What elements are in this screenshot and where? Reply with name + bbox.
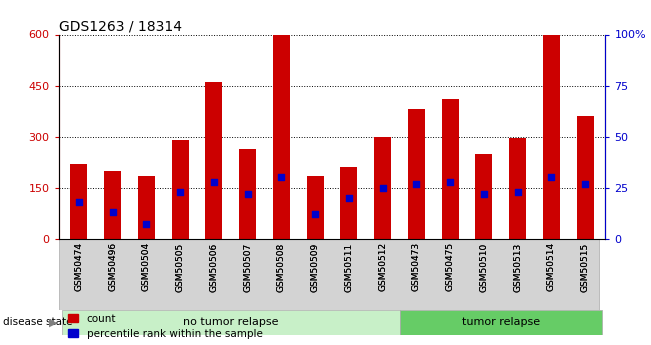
Text: GSM50514: GSM50514 (547, 242, 556, 292)
Text: ▶: ▶ (49, 317, 57, 327)
Text: GSM50507: GSM50507 (243, 242, 252, 292)
Text: GSM50474: GSM50474 (74, 242, 83, 291)
Point (107, 209, 118, 215)
Text: GSM50496: GSM50496 (108, 242, 117, 292)
Text: GSM50504: GSM50504 (142, 242, 151, 292)
Point (310, 211, 320, 217)
Point (242, 191, 253, 197)
Legend: count, percentile rank within the sample: count, percentile rank within the sample (64, 310, 267, 343)
Bar (239, 148, 256, 239)
Text: GSM50507: GSM50507 (243, 242, 252, 292)
Text: GSM50504: GSM50504 (142, 242, 151, 292)
Text: GSM50473: GSM50473 (412, 242, 421, 292)
Text: GSM50509: GSM50509 (311, 242, 320, 292)
Text: GSM50515: GSM50515 (581, 242, 590, 292)
Text: GSM50515: GSM50515 (581, 242, 590, 292)
Point (276, 175, 286, 180)
Text: GSM50509: GSM50509 (311, 242, 320, 292)
Text: GSM50508: GSM50508 (277, 242, 286, 292)
Point (141, 221, 152, 227)
Text: GSM50506: GSM50506 (210, 242, 218, 292)
Text: GSM50496: GSM50496 (108, 242, 117, 292)
Text: GSM50512: GSM50512 (378, 242, 387, 292)
Bar (374, 137, 391, 239)
Bar (577, 116, 594, 239)
Bar (172, 140, 189, 239)
Text: GSM50511: GSM50511 (344, 242, 353, 292)
Point (580, 181, 590, 186)
Bar (475, 154, 492, 239)
Bar (273, 34, 290, 239)
Text: GSM50473: GSM50473 (412, 242, 421, 292)
Bar (340, 167, 357, 239)
Text: GDS1263 / 18314: GDS1263 / 18314 (59, 19, 182, 33)
Bar (206, 82, 222, 239)
Bar (400, 310, 602, 335)
Bar (543, 34, 560, 239)
Text: GSM50513: GSM50513 (513, 242, 522, 292)
Point (344, 195, 354, 200)
Bar (138, 176, 155, 239)
Text: GSM50475: GSM50475 (446, 242, 454, 292)
Text: GSM50475: GSM50475 (446, 242, 454, 292)
Bar (408, 109, 425, 239)
Text: GSM50508: GSM50508 (277, 242, 286, 292)
Text: GSM50513: GSM50513 (513, 242, 522, 292)
Point (74, 199, 84, 205)
Text: GSM50505: GSM50505 (176, 242, 185, 292)
Point (512, 189, 523, 195)
Text: GSM50514: GSM50514 (547, 242, 556, 292)
Point (175, 189, 186, 195)
Bar (307, 176, 324, 239)
Text: GSM50474: GSM50474 (74, 242, 83, 291)
Point (378, 185, 388, 190)
Bar (104, 171, 121, 239)
Text: tumor relapse: tumor relapse (462, 317, 540, 327)
Text: GSM50505: GSM50505 (176, 242, 185, 292)
Bar (442, 99, 458, 239)
Text: GSM50511: GSM50511 (344, 242, 353, 292)
Bar (62, 310, 400, 335)
Point (209, 179, 219, 184)
Bar (70, 164, 87, 239)
Point (445, 179, 455, 184)
Text: GSM50510: GSM50510 (479, 242, 488, 292)
Bar (509, 138, 526, 239)
Text: no tumor relapse: no tumor relapse (183, 317, 279, 327)
Point (411, 181, 422, 186)
Text: disease state: disease state (3, 317, 73, 327)
Point (546, 175, 557, 180)
Point (478, 191, 489, 197)
Text: GSM50506: GSM50506 (210, 242, 218, 292)
Text: GSM50510: GSM50510 (479, 242, 488, 292)
Text: GSM50512: GSM50512 (378, 242, 387, 292)
